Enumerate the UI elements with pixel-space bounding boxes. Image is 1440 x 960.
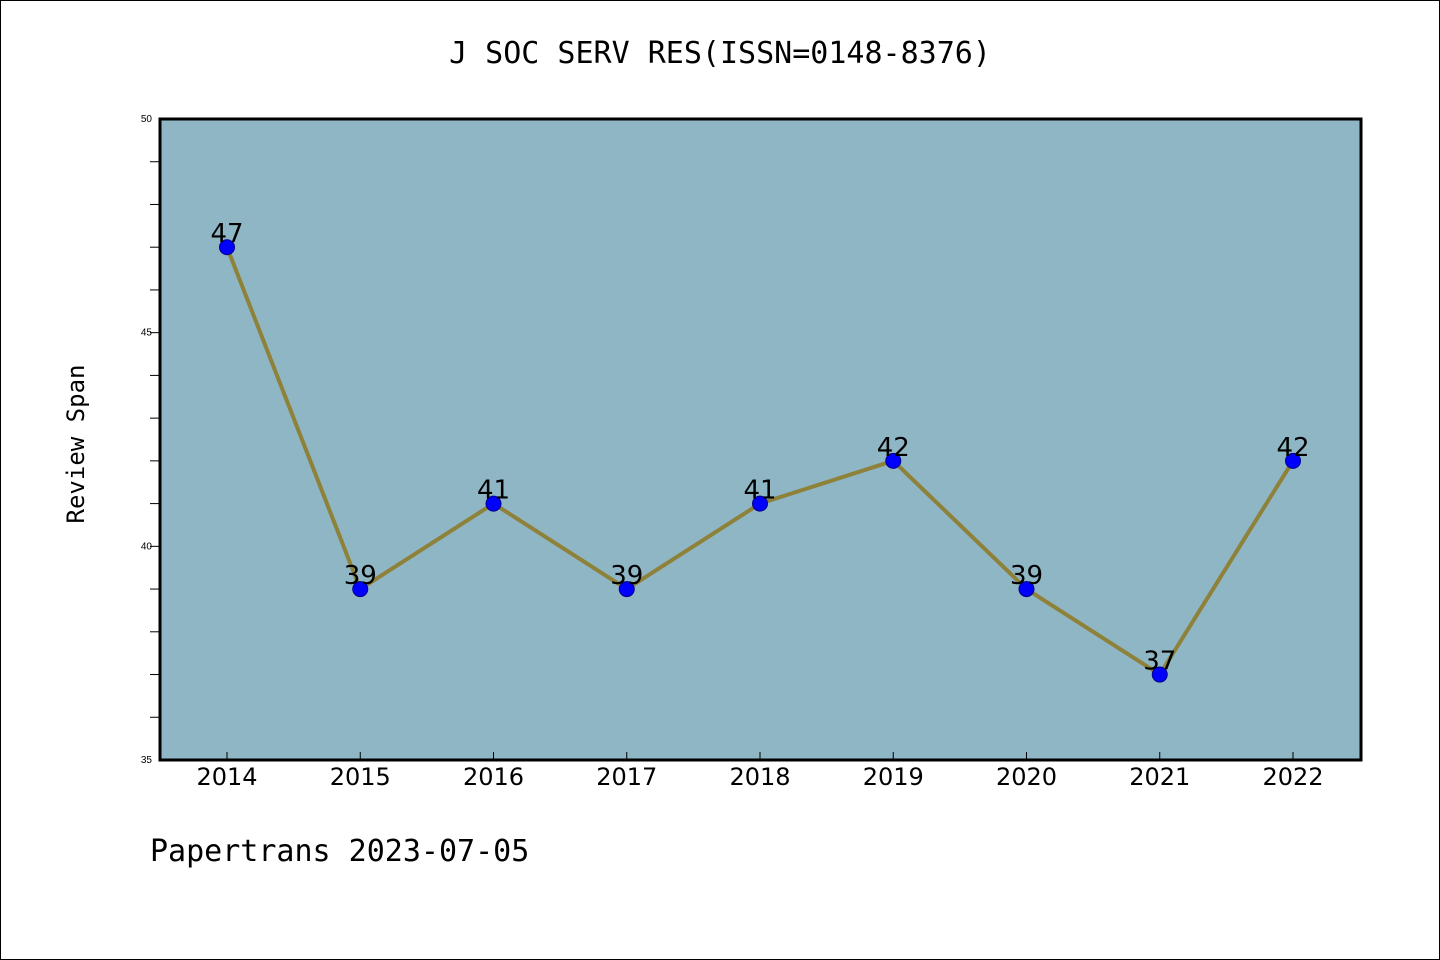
data-point xyxy=(219,239,235,256)
series-line-segment xyxy=(491,501,629,592)
x-tick-label: 2019 xyxy=(863,763,924,791)
series-line-segment xyxy=(1024,587,1162,677)
chart-title: J SOC SERV RES(ISSN=0148-8376) xyxy=(449,36,991,71)
x-tick-label: 2022 xyxy=(1262,763,1323,791)
series-line-segment xyxy=(225,245,363,592)
data-labels: 47 39 41 39 41 42 39 37 42 xyxy=(210,219,1309,676)
x-tick-label: 2016 xyxy=(463,763,524,791)
y-tick-label: 45 xyxy=(141,328,153,339)
y-tick-label: 50 xyxy=(141,114,153,125)
y-tick-label: 40 xyxy=(141,541,153,552)
data-markers xyxy=(219,239,1301,683)
data-label: 39 xyxy=(1010,561,1043,591)
data-label: 39 xyxy=(344,561,377,591)
data-point xyxy=(885,452,902,469)
data-label: 42 xyxy=(1276,433,1309,463)
series-line-segment xyxy=(358,501,496,592)
series-line-segment xyxy=(891,458,1029,592)
data-label: 47 xyxy=(210,219,243,249)
data-point xyxy=(1285,452,1301,469)
plot-area xyxy=(158,117,1363,762)
data-point xyxy=(618,581,635,598)
y-axis-ticks: 35 40 45 50 xyxy=(141,114,160,766)
series-line-group xyxy=(225,245,1295,677)
data-label: 41 xyxy=(743,476,776,506)
x-tick-label: 2014 xyxy=(196,763,257,791)
data-label: 41 xyxy=(477,476,510,506)
data-point xyxy=(485,495,502,512)
data-label: 39 xyxy=(610,561,643,591)
data-label: 42 xyxy=(877,433,910,463)
y-tick-label: 35 xyxy=(141,755,153,766)
data-point xyxy=(1151,666,1168,683)
data-point xyxy=(352,581,369,598)
series-line-segment xyxy=(1157,458,1295,677)
x-tick-label: 2017 xyxy=(596,763,657,791)
data-point xyxy=(752,495,768,512)
x-axis-ticks: 2014 2015 2016 2017 2018 2019 2020 2021 2022 xyxy=(196,752,1324,791)
x-tick-label: 2020 xyxy=(996,763,1057,791)
series-line-segment xyxy=(758,458,896,506)
data-point xyxy=(1018,581,1035,598)
x-tick-label: 2015 xyxy=(330,763,391,791)
x-tick-label: 2018 xyxy=(729,763,790,791)
x-tick-label: 2021 xyxy=(1129,763,1190,791)
footer-watermark-text: Papertrans 2023-07-05 xyxy=(150,834,530,869)
series-line-segment xyxy=(624,501,762,592)
data-label: 37 xyxy=(1143,647,1176,677)
